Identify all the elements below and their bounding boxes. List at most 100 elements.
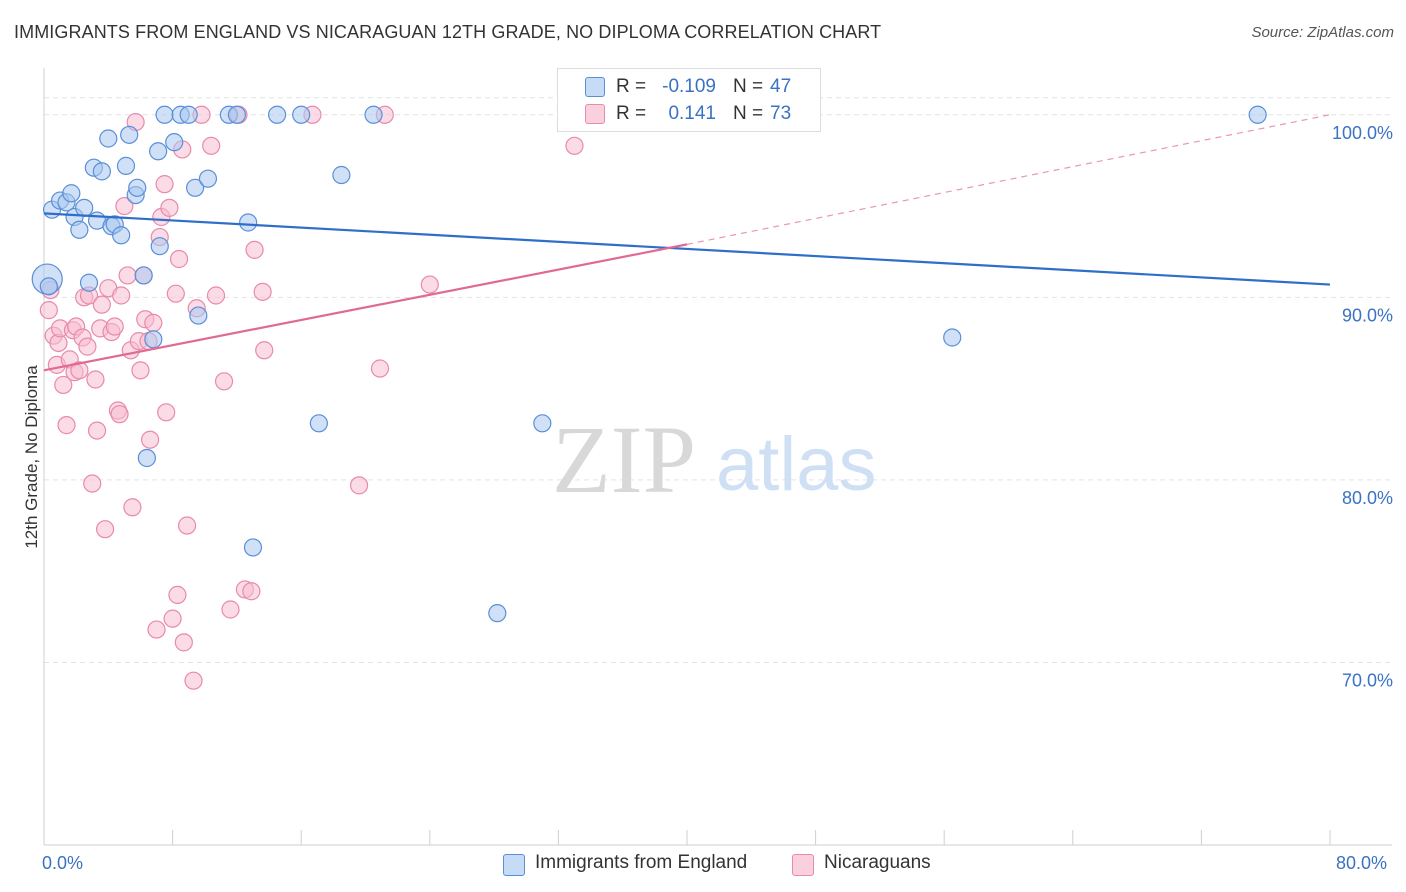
england-point bbox=[92, 162, 111, 181]
n-label: N = bbox=[733, 76, 764, 97]
nicaraguans-point bbox=[169, 249, 189, 269]
england-point bbox=[150, 237, 169, 256]
y-tick-label: 100.0% bbox=[1332, 123, 1393, 143]
watermark-zip: ZIP bbox=[552, 406, 696, 513]
nicaraguans-point bbox=[140, 430, 160, 449]
nicaraguans-point bbox=[349, 476, 369, 495]
nicaraguans-point bbox=[110, 405, 129, 424]
nicaraguans-point bbox=[78, 337, 97, 356]
y-tick-label: 70.0% bbox=[1342, 670, 1393, 690]
england-point bbox=[70, 220, 89, 239]
nicaraguans-point bbox=[92, 295, 111, 314]
source-label: Source: ZipAtlas.com bbox=[1251, 24, 1394, 41]
england-point bbox=[943, 328, 962, 347]
nicaraguans-point bbox=[157, 403, 176, 422]
nicaraguans-point bbox=[255, 341, 274, 360]
x-tick-label-max: 80.0% bbox=[1336, 853, 1387, 873]
nicaraguans-point bbox=[54, 375, 73, 395]
england-trend-line bbox=[43, 212, 1331, 286]
y-tick-label: 80.0% bbox=[1342, 488, 1393, 508]
nicaraguans-point bbox=[163, 609, 182, 628]
england-point bbox=[39, 277, 58, 296]
stats-legend: R = -0.109 N = 47 R = 0.141 N = 73 bbox=[557, 68, 821, 132]
nicaraguans-point bbox=[206, 286, 226, 305]
watermark: ZIP atlas bbox=[552, 406, 877, 513]
stats-row-england: R = -0.109 N = 47 bbox=[558, 73, 820, 101]
x-ticks bbox=[43, 830, 1331, 845]
y-tick-label: 90.0% bbox=[1342, 305, 1393, 325]
england-point bbox=[155, 105, 174, 124]
series-legend: Immigrants from England Nicaraguans bbox=[0, 852, 1406, 878]
nicaraguans-point bbox=[87, 421, 107, 440]
england-points bbox=[31, 105, 1267, 623]
nicaraguans-point bbox=[565, 136, 584, 155]
nicaraguans-point bbox=[131, 361, 150, 380]
england-point bbox=[292, 105, 311, 124]
stats-row-nicaraguans: R = 0.141 N = 73 bbox=[558, 100, 820, 128]
england-point bbox=[144, 330, 163, 349]
axes bbox=[43, 68, 1392, 846]
england-legend-label: Immigrants from England bbox=[535, 852, 748, 873]
nicaraguans-point bbox=[370, 359, 390, 378]
england-point bbox=[533, 414, 552, 433]
england-point bbox=[186, 178, 205, 197]
nicaraguans-point bbox=[86, 370, 105, 389]
y-axis-title: 12th Grade, No Diploma bbox=[22, 365, 41, 549]
england-point bbox=[165, 133, 184, 152]
nicaraguans-trend-line bbox=[43, 243, 688, 372]
england-point bbox=[137, 448, 156, 468]
nicaraguans-points bbox=[39, 105, 584, 690]
nicaraguans-point bbox=[160, 198, 179, 217]
r-label: R = bbox=[616, 76, 647, 97]
nicaraguans-point bbox=[166, 284, 185, 303]
nicaraguans-point bbox=[123, 498, 142, 517]
x-tick-label-min: 0.0% bbox=[42, 853, 83, 873]
england-point bbox=[267, 105, 287, 124]
nicaraguans-point bbox=[174, 633, 193, 652]
nicaraguans-point bbox=[57, 416, 76, 435]
nicaraguans-point bbox=[118, 266, 137, 285]
nicaraguans-point bbox=[177, 516, 197, 535]
nicaraguans-point bbox=[168, 585, 187, 604]
england-point bbox=[488, 604, 507, 623]
nicaraguans-point bbox=[95, 520, 115, 539]
england-point bbox=[179, 105, 198, 124]
england-point bbox=[112, 226, 131, 245]
england-point bbox=[99, 129, 118, 148]
nicaraguans-point bbox=[115, 196, 134, 216]
nicaraguans-point bbox=[144, 313, 163, 332]
england-point bbox=[116, 156, 136, 175]
y-tick-labels: 70.0% 80.0% 90.0% 100.0% bbox=[1332, 123, 1393, 691]
nicaraguans-point bbox=[420, 275, 439, 294]
england-point bbox=[128, 178, 147, 197]
nicaraguans-point bbox=[112, 286, 131, 305]
nicaraguans-point bbox=[221, 600, 240, 619]
nicaraguans-point bbox=[147, 620, 166, 639]
watermark-atlas: atlas bbox=[716, 422, 877, 507]
england-legend-swatch bbox=[503, 854, 525, 876]
england-point bbox=[332, 165, 351, 185]
nicaraguans-point bbox=[242, 582, 261, 601]
england-point bbox=[1248, 105, 1267, 124]
england-point bbox=[198, 169, 218, 188]
england-point bbox=[243, 538, 263, 557]
nicaraguans-legend-swatch bbox=[792, 854, 814, 876]
england-point bbox=[189, 306, 208, 325]
nicaraguans-legend-label: Nicaraguans bbox=[824, 852, 931, 873]
england-point bbox=[309, 414, 328, 433]
england-point bbox=[79, 273, 99, 292]
r-label: R = bbox=[616, 103, 647, 124]
nicaraguans-trend-extension bbox=[686, 114, 1331, 245]
n-value: 47 bbox=[770, 76, 792, 97]
nicaraguans-point bbox=[245, 240, 264, 259]
n-value: 73 bbox=[770, 103, 792, 124]
nicaraguans-point bbox=[83, 474, 102, 493]
england-point bbox=[134, 266, 153, 285]
nicaraguans-point bbox=[202, 136, 221, 155]
trend-lines bbox=[43, 114, 1331, 372]
england-point bbox=[149, 142, 168, 161]
nicaraguans-swatch bbox=[585, 104, 605, 124]
nicaraguans-point bbox=[70, 361, 89, 380]
nicaraguans-point bbox=[214, 372, 234, 391]
